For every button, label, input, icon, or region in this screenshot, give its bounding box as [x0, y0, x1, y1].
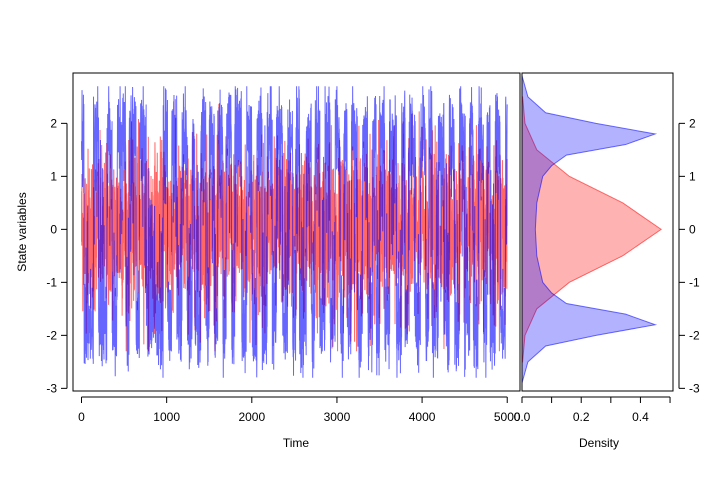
- time-y-tick-label: 2: [50, 116, 57, 130]
- density-y-tick-label: -3: [689, 381, 700, 395]
- time-plot-frame: [72, 72, 521, 392]
- time-x-tick-label: 2000: [238, 410, 265, 424]
- time-y-tick-label: -2: [46, 328, 57, 342]
- density-y-tick-label: 2: [689, 116, 696, 130]
- density-x-tick-label: 0.4: [632, 410, 649, 424]
- density-x-tick-label: 0.2: [573, 410, 590, 424]
- time-x-tick-label: 1000: [153, 410, 180, 424]
- time-y-tick-label: -1: [46, 275, 57, 289]
- density-y-tick-label: -2: [689, 328, 700, 342]
- time-y-tick-label: -3: [46, 381, 57, 395]
- time-y-tick-label: 1: [50, 169, 57, 183]
- time-series-lines: [81, 86, 508, 378]
- density-y-tick-label: -1: [689, 275, 700, 289]
- time-x-tick-label: 4000: [409, 410, 436, 424]
- density-y-tick-label: 0: [689, 222, 696, 236]
- time-x-tick-label: 5000: [494, 410, 521, 424]
- density-area-blue: [521, 75, 658, 384]
- time-x-tick-label: 0: [78, 410, 85, 424]
- y-axis-title: State variables: [15, 192, 29, 271]
- x-axis-title-time: Time: [283, 436, 310, 450]
- density-areas: [521, 75, 663, 384]
- time-x-tick-label: 3000: [324, 410, 351, 424]
- x-axis-title-density: Density: [579, 436, 619, 450]
- density-x-tick-label: 0.0: [514, 410, 531, 424]
- time-y-tick-label: 0: [50, 222, 57, 236]
- series-blue-line: [81, 86, 508, 378]
- density-area-red: [521, 96, 663, 363]
- density-y-tick-label: 1: [689, 169, 696, 183]
- axes: 0 1000 2000 3000 4000 5000 -3 -2 -1 0 1 2 0.0 0.2 0.4 -…: [46, 116, 700, 424]
- density-plot-frame: [521, 72, 674, 392]
